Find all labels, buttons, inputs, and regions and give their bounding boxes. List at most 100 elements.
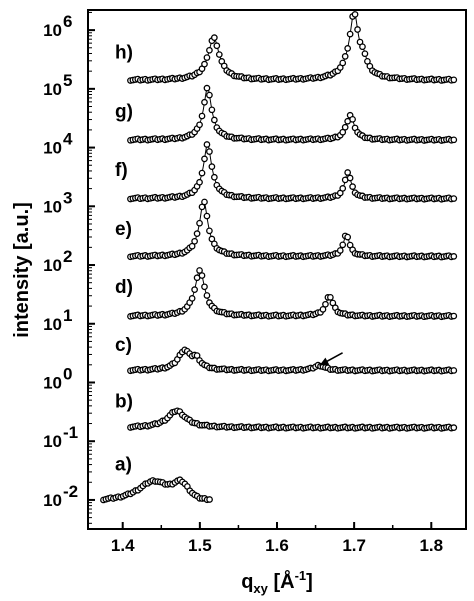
series-4 <box>127 198 458 261</box>
x-tick-label: 1.5 <box>188 536 212 555</box>
data-point <box>203 212 211 220</box>
y-tick-label: 10 <box>43 491 62 510</box>
data-point <box>191 286 198 293</box>
trace-label-3: d) <box>115 277 133 298</box>
data-point <box>196 219 203 227</box>
data-point <box>336 247 344 254</box>
data-point <box>208 163 216 171</box>
data-point <box>450 253 458 260</box>
y-axis-label: intensity [a.u.] <box>11 202 33 338</box>
data-point <box>201 155 208 163</box>
data-point <box>196 121 203 129</box>
data-point <box>339 59 347 67</box>
x-axis: 1.4 1.5 1.6 1.7 1.8 <box>111 522 443 555</box>
data-point <box>198 272 206 279</box>
data-point <box>344 233 352 241</box>
data-point <box>344 169 352 176</box>
data-point <box>351 11 359 18</box>
x-tick-label: 1.7 <box>342 536 366 555</box>
data-point <box>203 84 211 92</box>
trace-label-6: g) <box>115 101 133 122</box>
data-point <box>201 60 208 68</box>
y-tick-exponent: 0 <box>63 364 72 383</box>
series-6 <box>127 84 458 144</box>
x-tick-label: 1.4 <box>111 536 135 555</box>
series-line <box>130 143 455 200</box>
data-point <box>196 267 203 274</box>
data-point <box>206 91 213 99</box>
data-series <box>100 11 458 504</box>
data-point <box>203 141 211 148</box>
data-point <box>341 123 349 131</box>
data-point <box>344 45 352 52</box>
data-point <box>191 237 198 245</box>
y-tick-exponent: 4 <box>63 130 73 149</box>
data-point <box>346 30 354 38</box>
data-point <box>188 295 196 302</box>
series-line <box>130 87 455 141</box>
data-point <box>213 42 221 50</box>
data-point <box>198 203 206 211</box>
trace-label-2: c) <box>115 335 132 356</box>
series-7 <box>127 11 458 84</box>
y-tick-exponent: 1 <box>63 306 72 325</box>
data-point <box>359 43 366 51</box>
data-point <box>206 148 213 155</box>
y-tick-label: 10 <box>43 315 62 334</box>
data-point <box>450 424 458 431</box>
trace-label-1: b) <box>115 392 133 413</box>
plot-frame <box>87 9 467 530</box>
series-1 <box>127 407 458 432</box>
trace-label-7: h) <box>115 43 133 64</box>
data-point <box>354 26 361 33</box>
trace-label-0: a) <box>115 454 132 475</box>
data-point <box>346 174 354 182</box>
series-3 <box>127 267 458 321</box>
series-line <box>130 11 455 81</box>
data-point <box>206 496 213 503</box>
y-tick-exponent: -1 <box>63 423 78 442</box>
data-point <box>361 50 369 58</box>
data-point <box>201 198 208 206</box>
x-axis-label-subscript: xy <box>253 581 268 596</box>
y-tick-label: 10 <box>43 256 62 275</box>
data-point <box>211 173 218 181</box>
y-tick-label: 10 <box>43 80 62 99</box>
y-tick-label: 10 <box>43 373 62 392</box>
y-tick-exponent: 5 <box>63 71 72 90</box>
y-tick-label: 10 <box>43 432 62 451</box>
series-2 <box>127 346 458 375</box>
data-point <box>193 230 201 238</box>
data-point <box>215 51 223 58</box>
y-tick-label: 10 <box>43 139 62 158</box>
data-point <box>201 283 208 291</box>
data-point <box>450 195 458 202</box>
data-point <box>322 300 329 308</box>
trace-labels: a) b) c) d) e) f) g) h) <box>115 43 133 476</box>
data-point <box>450 136 458 144</box>
y-tick-exponent: 3 <box>63 188 72 207</box>
data-point <box>196 178 203 186</box>
data-point <box>203 292 211 299</box>
data-point <box>208 106 216 114</box>
annotations <box>319 352 343 367</box>
x-axis-label: qxy [Å-1] <box>241 568 313 596</box>
trace-label-4: e) <box>115 219 132 240</box>
data-point <box>319 305 327 313</box>
annotation-arrow-head <box>319 357 330 366</box>
data-point <box>339 241 347 249</box>
data-point <box>450 367 458 374</box>
x-axis-label-unit-exponent: -1 <box>295 568 307 583</box>
data-point <box>206 227 213 235</box>
y-tick-label: 10 <box>43 21 62 40</box>
data-point <box>349 115 356 123</box>
data-point <box>203 54 211 61</box>
x-tick-label: 1.8 <box>419 536 443 555</box>
data-point <box>341 53 349 60</box>
trace-label-5: f) <box>115 160 128 181</box>
data-point <box>450 312 458 320</box>
data-point <box>198 169 206 177</box>
y-tick-exponent: 6 <box>63 12 72 31</box>
data-point <box>349 183 356 190</box>
